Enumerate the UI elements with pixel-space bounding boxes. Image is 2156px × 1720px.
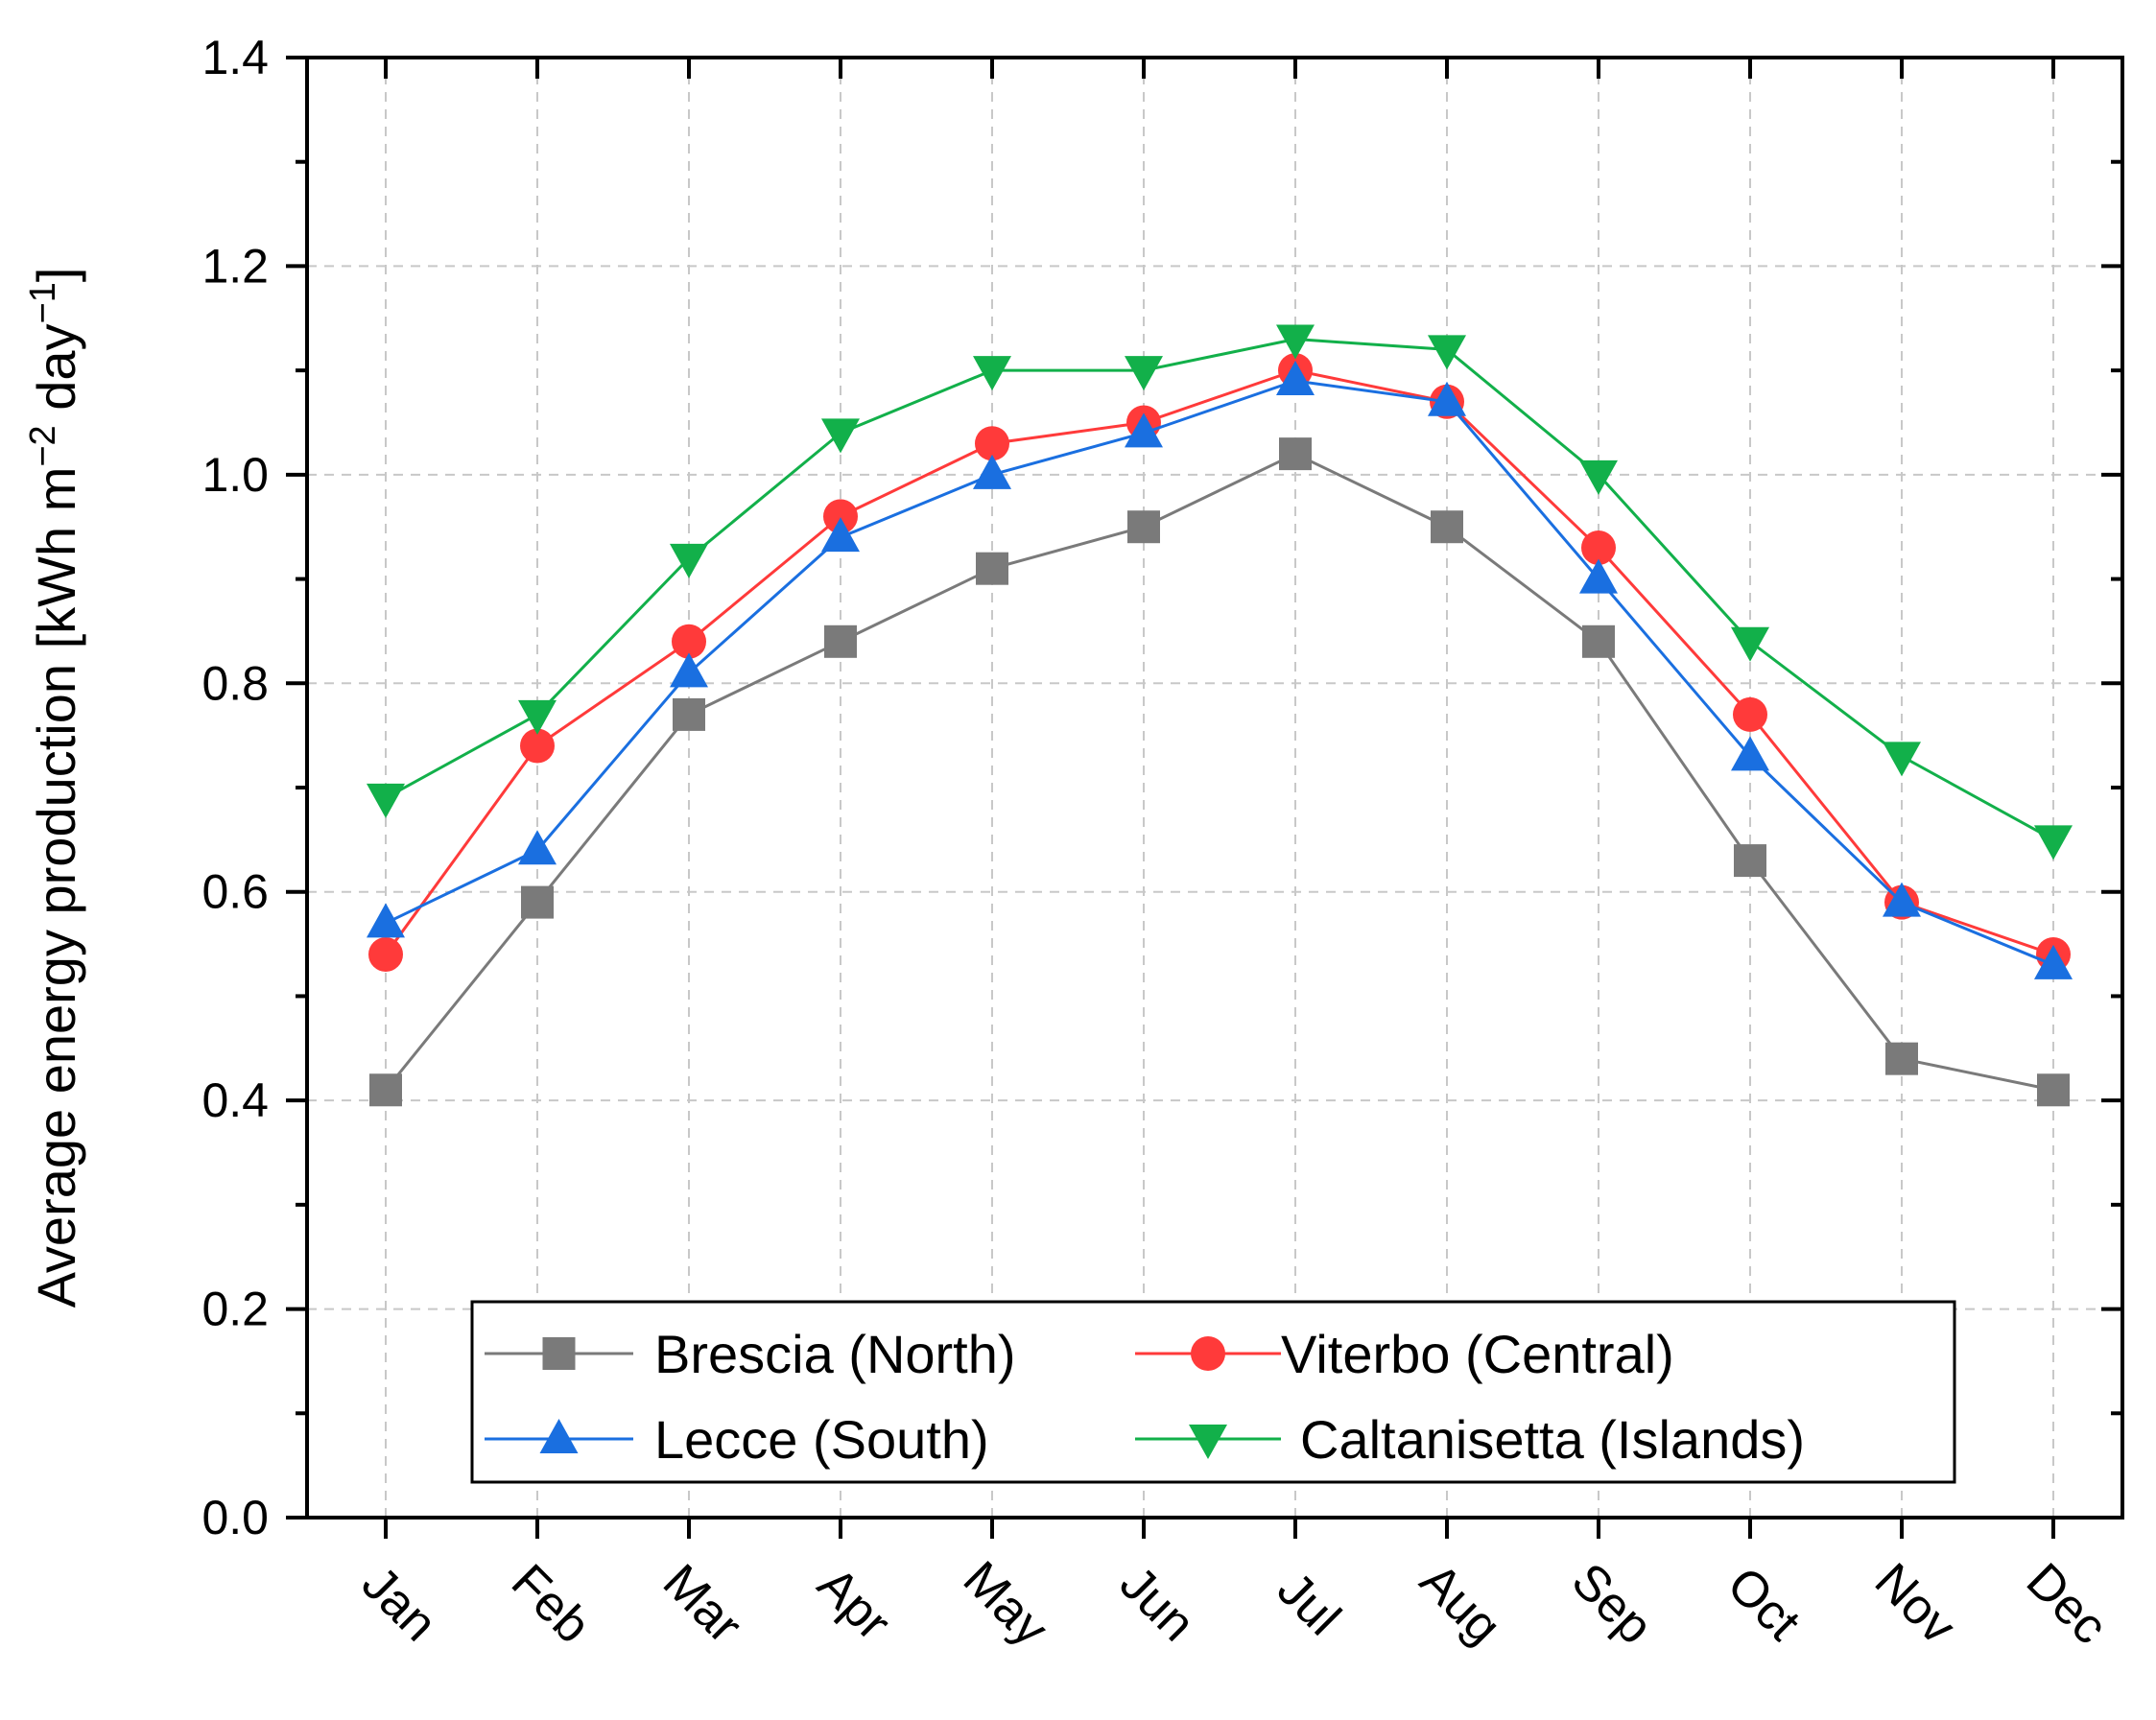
triangle-up-marker [367, 903, 405, 938]
series-brescia [369, 437, 2070, 1107]
triangle-up-marker [1883, 882, 1921, 917]
triangle-down-marker [1579, 459, 1618, 495]
square-marker [824, 624, 857, 658]
y-axis-title-end: ] [26, 268, 86, 283]
square-marker [2037, 1073, 2070, 1107]
legend-label: Viterbo (Central) [1281, 1324, 1674, 1384]
legend-label: Brescia (North) [654, 1324, 1016, 1384]
y-tick-label: 0.2 [201, 1283, 269, 1336]
triangle-up-marker [1731, 736, 1769, 771]
triangle-up-marker [518, 830, 557, 865]
circle-marker [672, 624, 706, 659]
triangle-down-marker [1428, 335, 1466, 370]
triangle-up-marker [1276, 361, 1315, 396]
legend-box [470, 1300, 1956, 1484]
legend: Brescia (North) Viterbo (Central) Lecce (S… [470, 1300, 1956, 1484]
triangle-down-marker [1276, 324, 1315, 360]
x-tick-label: Nov [1864, 1553, 1966, 1655]
square-marker [976, 552, 1008, 585]
square-marker [1734, 844, 1766, 878]
x-tick-label: Apr [807, 1557, 901, 1651]
y-tick-label: 0.8 [201, 656, 269, 710]
triangle-down-marker [2034, 825, 2073, 860]
x-tick-label: Jul [1267, 1562, 1351, 1646]
triangle-down-marker [821, 418, 860, 454]
square-marker [1431, 510, 1463, 544]
triangle-up-marker [821, 517, 860, 553]
square-marker [542, 1337, 576, 1370]
x-tick-label: May [953, 1551, 1058, 1657]
triangle-down-marker [1125, 356, 1163, 391]
x-tick-label: Jun [1109, 1556, 1205, 1652]
x-tick-label: Aug [1410, 1553, 1511, 1655]
legend-item: Caltanisetta (Islands) [1135, 1409, 1805, 1470]
plot-frame [305, 56, 2124, 1520]
triangle-up-marker [973, 454, 1011, 489]
circle-marker [520, 728, 555, 764]
triangle-up-marker [1125, 412, 1163, 448]
y-axis-title-exponent-2: −1 [23, 282, 63, 323]
circle-marker [975, 426, 1009, 461]
y-tick-label: 0.4 [201, 1073, 269, 1127]
legend-item: Brescia (North) [485, 1324, 1016, 1384]
x-tick-label: Sep [1561, 1553, 1663, 1655]
circle-marker [1191, 1336, 1225, 1371]
triangle-down-marker [973, 356, 1011, 391]
triangle-down-marker [1883, 742, 1921, 777]
x-tick-label: Oct [1717, 1557, 1812, 1652]
square-marker [673, 697, 705, 731]
series-lecce [367, 361, 2073, 979]
y-tick-label: 1.4 [201, 31, 269, 84]
square-marker [1279, 437, 1312, 471]
series-group [367, 324, 2073, 1107]
y-tick-label: 0.0 [201, 1491, 269, 1544]
triangle-down-marker [1189, 1425, 1227, 1459]
triangle-down-marker [670, 543, 708, 578]
triangle-up-marker [539, 1419, 579, 1453]
circle-marker [368, 936, 403, 972]
legend-label: Caltanisetta (Islands) [1300, 1409, 1805, 1470]
legend-item: Viterbo (Central) [1135, 1324, 1674, 1384]
triangle-down-marker [518, 699, 557, 735]
triangle-up-marker [1579, 558, 1618, 594]
triangle-up-marker [2034, 944, 2073, 979]
circle-marker [1581, 530, 1616, 565]
y-axis-title: Average energy production [kWh m−2 day−1… [23, 268, 86, 1308]
y-axis-title-exponent-1: −2 [23, 425, 63, 466]
series-line [385, 338, 2054, 841]
x-tick-label: Feb [501, 1554, 601, 1654]
triangle-down-marker [367, 783, 405, 818]
series-line [384, 368, 2054, 956]
x-tick-label: Jan [351, 1556, 447, 1652]
triangle-up-marker [670, 652, 708, 688]
series-line [385, 379, 2054, 967]
y-axis-title-main: Average energy production [kWh m [26, 467, 86, 1308]
square-marker [521, 885, 554, 919]
y-tick-label: 1.2 [201, 239, 269, 293]
triangle-down-marker [1731, 626, 1769, 662]
square-marker [369, 1073, 402, 1107]
x-tick-label: Dec [2016, 1553, 2118, 1655]
y-tick-label: 0.6 [201, 865, 269, 919]
series-line [384, 452, 2054, 1092]
series-viterbo [368, 353, 2071, 972]
square-marker [1582, 624, 1615, 658]
x-tick-label: Mar [652, 1554, 752, 1654]
square-marker [1885, 1042, 1918, 1075]
legend-label: Lecce (South) [654, 1409, 989, 1470]
grid [307, 58, 2122, 1518]
y-axis-title-mid: day [26, 323, 86, 425]
square-marker [1127, 510, 1160, 544]
y-tick-label: 1.0 [201, 448, 269, 502]
circle-marker [823, 499, 858, 534]
legend-item: Lecce (South) [485, 1409, 989, 1470]
series-caltanisetta [367, 324, 2073, 860]
circle-marker [1733, 696, 1767, 732]
triangle-up-marker [1428, 381, 1466, 416]
